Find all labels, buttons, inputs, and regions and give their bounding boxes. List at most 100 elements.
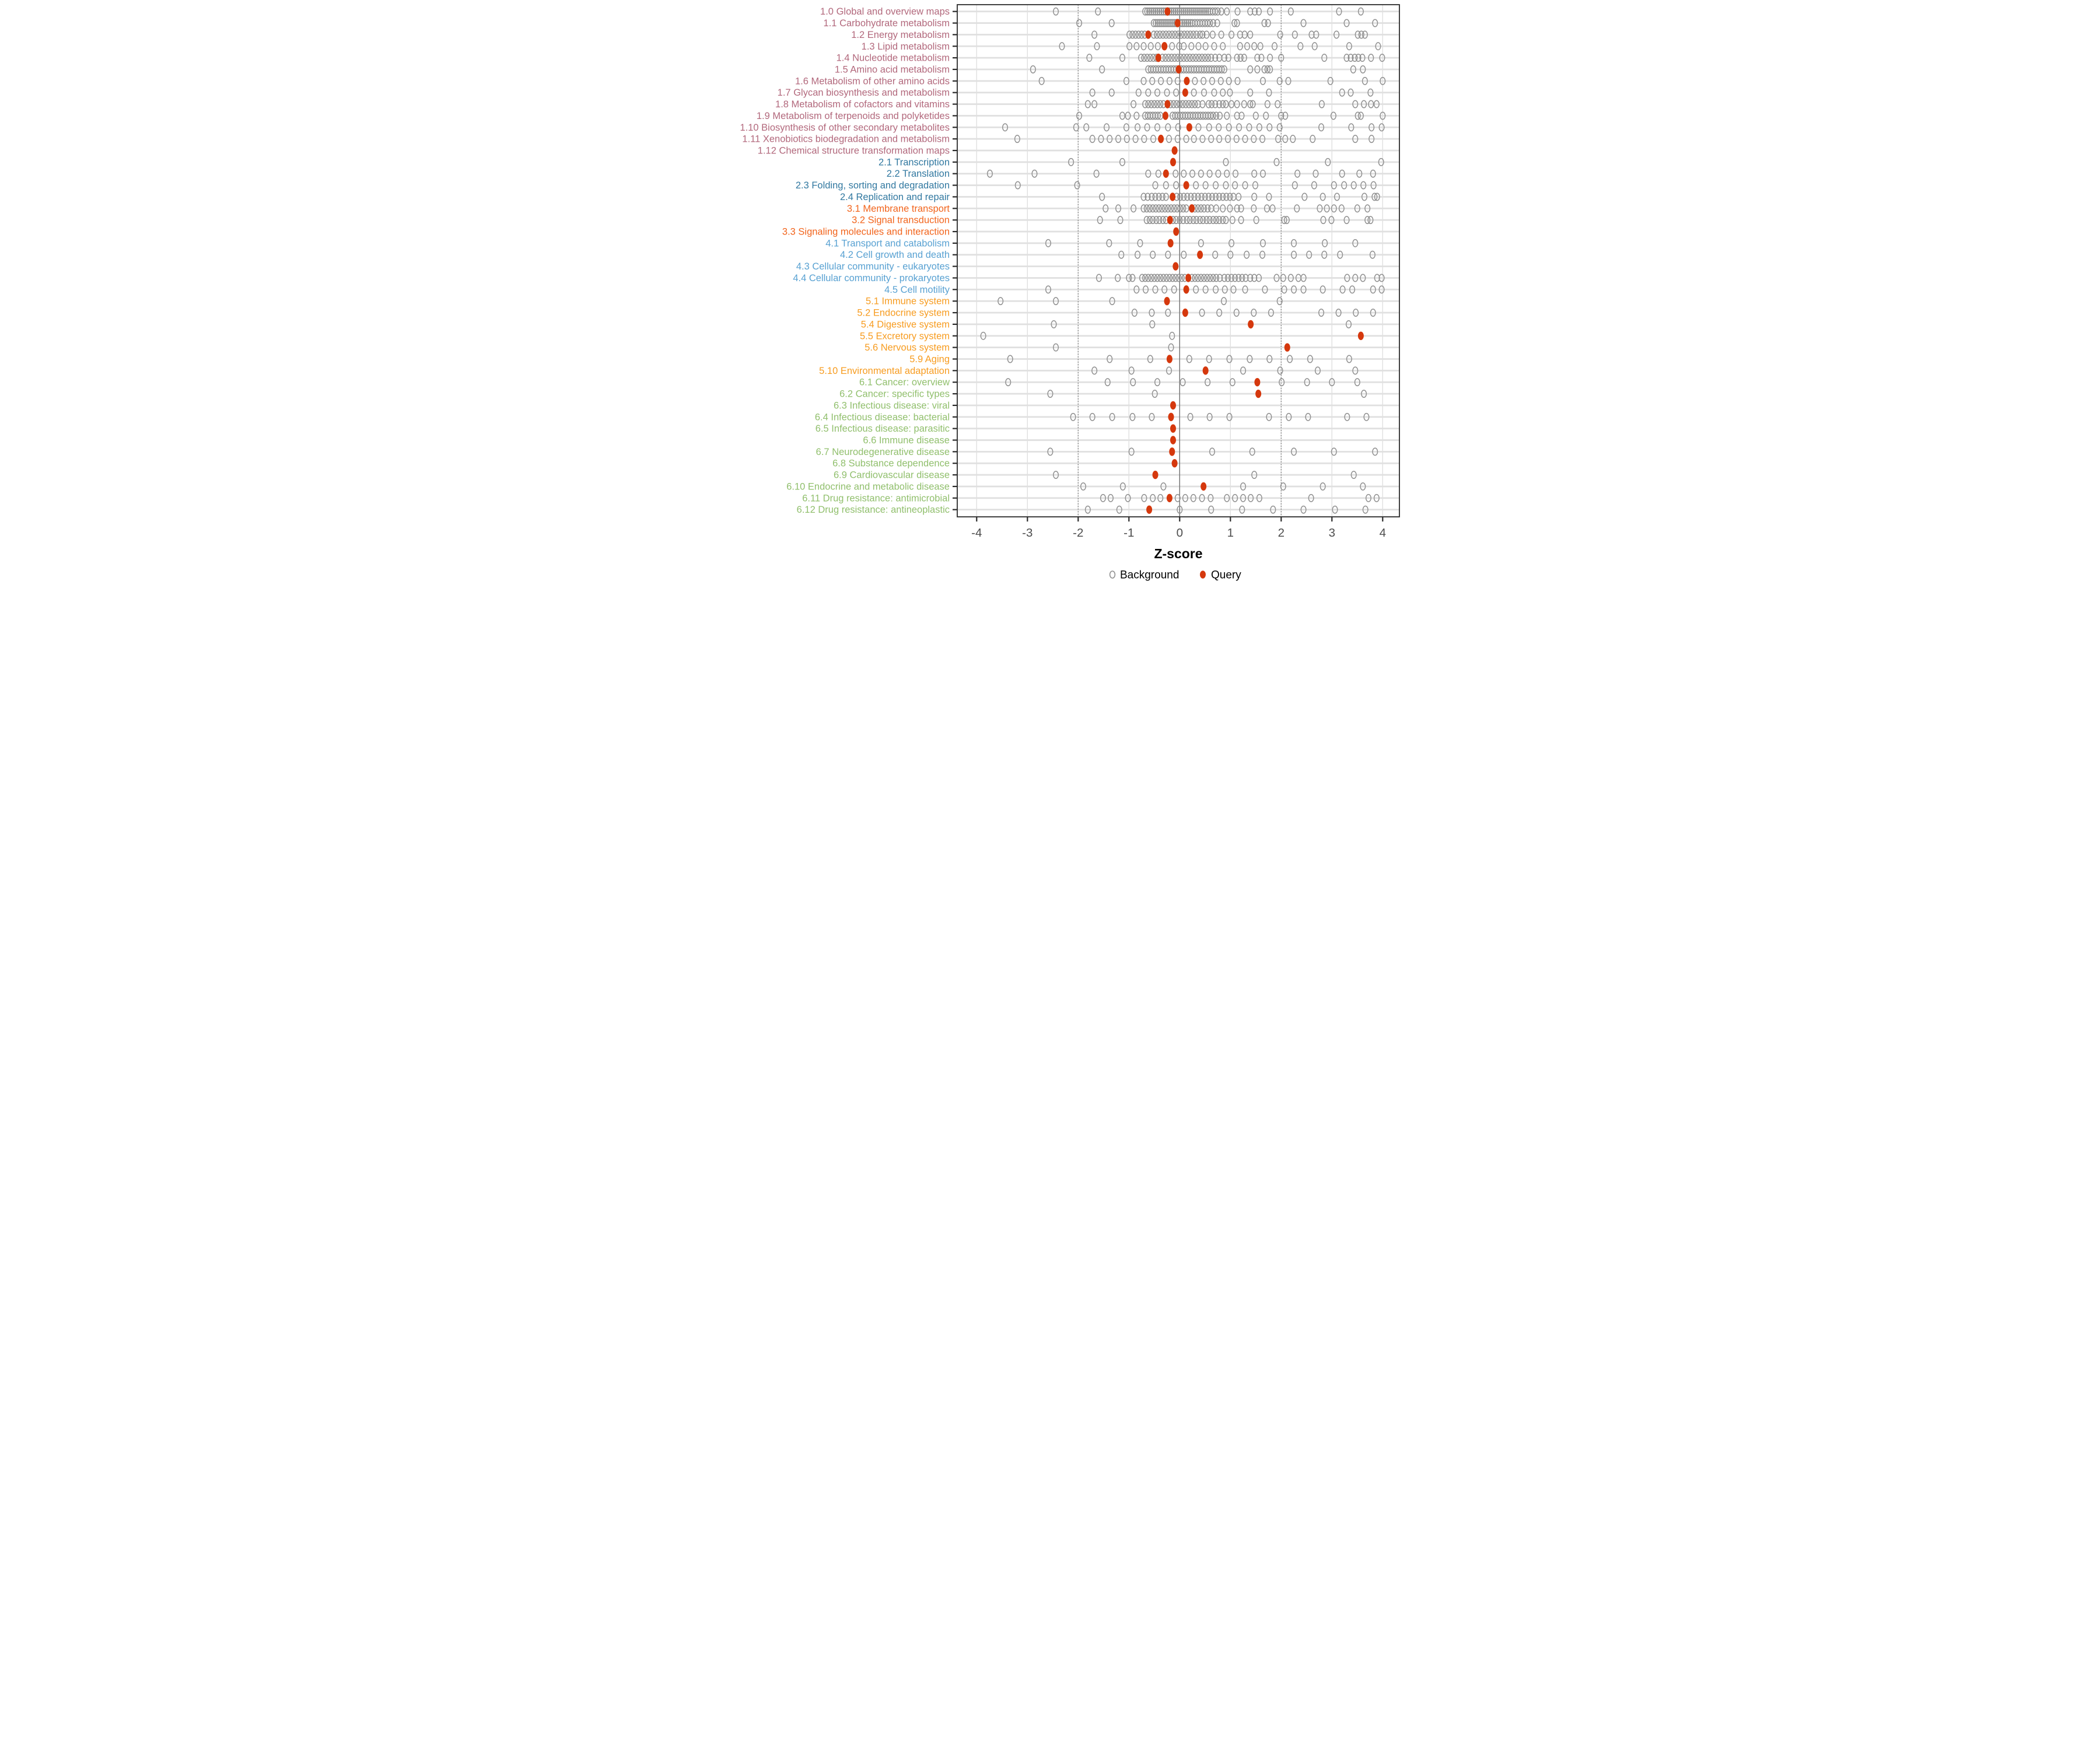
- background-dot: [1247, 88, 1254, 97]
- background-dot: [1350, 181, 1357, 190]
- background-dot: [1241, 100, 1247, 108]
- background-dot: [1119, 54, 1126, 62]
- background-dot: [1154, 30, 1160, 39]
- background-dot: [1126, 42, 1133, 51]
- background-dot: [1242, 181, 1248, 190]
- background-dot: [1350, 471, 1357, 480]
- background-dot: [1170, 100, 1177, 108]
- background-dot: [1282, 111, 1289, 120]
- background-dot: [1264, 100, 1270, 108]
- background-dot: [1163, 192, 1169, 201]
- background-dot: [1193, 181, 1199, 190]
- background-dot: [1238, 111, 1245, 120]
- background-dot: [1192, 76, 1198, 85]
- background-dot: [1091, 30, 1098, 39]
- background-dot: [1052, 297, 1059, 306]
- background-dot: [1131, 309, 1138, 317]
- background-dot: [1195, 123, 1202, 132]
- background-dot: [1352, 274, 1359, 282]
- query-dot: [1164, 7, 1171, 16]
- background-dot: [1300, 19, 1307, 27]
- background-dot: [1261, 65, 1268, 74]
- background-dot: [1099, 192, 1105, 201]
- background-dot: [1341, 181, 1348, 190]
- background-dot: [1354, 111, 1361, 120]
- background-dot: [1233, 309, 1240, 317]
- background-dot: [1199, 30, 1206, 39]
- background-dot: [1352, 100, 1359, 108]
- background-dot: [1251, 192, 1258, 201]
- background-dot: [1312, 169, 1319, 178]
- background-dot: [1142, 274, 1149, 282]
- vertical-gridlines: [976, 5, 1384, 517]
- background-dot: [1226, 123, 1232, 132]
- row-band: [957, 45, 1399, 47]
- x-axis-title: Z-score: [1154, 546, 1202, 561]
- background-dot: [1262, 285, 1268, 294]
- background-dot: [1166, 76, 1172, 85]
- background-dot: [1373, 100, 1380, 108]
- background-dot: [1380, 76, 1386, 85]
- background-dot: [1150, 216, 1156, 225]
- background-dot: [1266, 192, 1272, 201]
- background-dot: [1224, 274, 1231, 282]
- background-dot: [1183, 19, 1189, 27]
- background-dot: [1223, 192, 1230, 201]
- row-band: [957, 312, 1399, 314]
- background-dot: [1205, 19, 1211, 27]
- y-axis-label: 6.10 Endocrine and metabolic disease: [786, 481, 950, 492]
- background-dot: [1126, 274, 1132, 282]
- background-dot: [1322, 239, 1328, 247]
- y-axis-label: 1.12 Chemical structure transformation m…: [758, 145, 950, 156]
- background-dot: [1228, 30, 1235, 39]
- background-dot: [1318, 309, 1325, 317]
- background-dot: [1073, 123, 1079, 132]
- background-dot: [1247, 65, 1254, 74]
- background-dot: [1361, 192, 1368, 201]
- background-dot: [1251, 42, 1258, 51]
- background-dot: [1199, 135, 1206, 144]
- background-dot: [1074, 181, 1080, 190]
- background-dot: [1129, 412, 1136, 421]
- query-dot: [1184, 76, 1190, 86]
- background-dot: [1181, 19, 1188, 27]
- background-dot: [1154, 274, 1161, 282]
- background-dot: [1320, 482, 1326, 491]
- background-dot: [1283, 216, 1290, 225]
- reference-lines: [1077, 5, 1282, 517]
- background-dot: [1119, 111, 1126, 120]
- background-dot: [1107, 135, 1113, 144]
- background-dot: [1244, 42, 1251, 51]
- background-dot: [1093, 169, 1100, 178]
- background-dot: [1286, 412, 1292, 421]
- background-dot: [1156, 192, 1162, 201]
- background-dot: [1239, 274, 1245, 282]
- background-dot: [1174, 135, 1181, 144]
- background-dot: [1279, 378, 1285, 387]
- query-dot: [1171, 459, 1178, 468]
- background-dot: [1175, 123, 1181, 132]
- background-dot: [1205, 100, 1212, 108]
- background-dot: [1361, 390, 1367, 398]
- background-dot: [1210, 216, 1216, 225]
- background-dot: [1220, 42, 1226, 51]
- background-dot: [1202, 285, 1209, 294]
- background-dot: [1191, 192, 1198, 201]
- background-dot: [1175, 30, 1181, 39]
- background-dot: [1215, 169, 1222, 178]
- background-dot: [1261, 19, 1268, 27]
- background-dot: [1223, 158, 1229, 166]
- background-dot: [1251, 471, 1258, 480]
- background-dot: [1372, 447, 1378, 456]
- background-dot: [1258, 54, 1265, 62]
- background-dot: [1150, 494, 1156, 502]
- background-dot: [1157, 100, 1164, 108]
- background-dot: [1352, 135, 1359, 144]
- background-dot: [1165, 204, 1171, 213]
- query-dot: [1170, 158, 1176, 167]
- background-dot: [1330, 111, 1336, 120]
- background-dot: [1249, 447, 1255, 456]
- background-dot: [1271, 42, 1278, 51]
- background-dot: [1234, 204, 1240, 213]
- background-dot: [1076, 19, 1083, 27]
